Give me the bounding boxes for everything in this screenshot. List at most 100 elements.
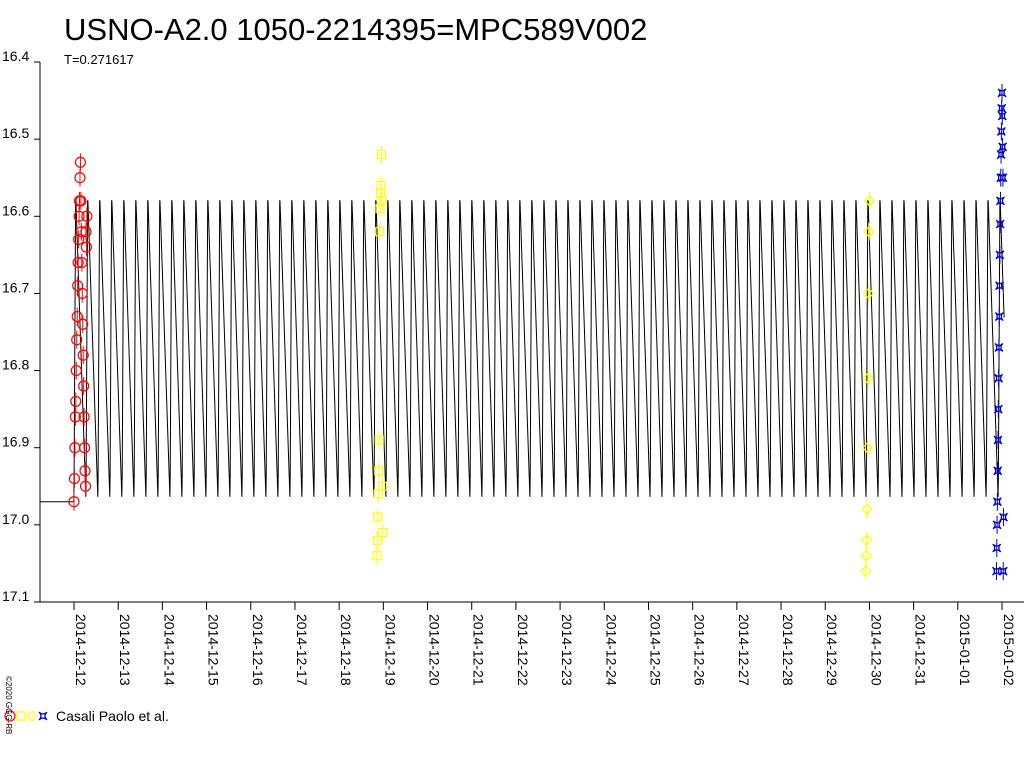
x-tick-label: 2014-12-17 (294, 614, 310, 686)
x-tick-label: 2014-12-22 (515, 614, 531, 686)
x-tick-label: 2014-12-16 (250, 614, 266, 686)
data-point (999, 512, 1008, 522)
x-tick-label: 2014-12-20 (427, 614, 443, 686)
data-point (74, 156, 87, 168)
data-point (860, 549, 873, 562)
data-point (376, 149, 387, 160)
x-tick-label: 2014-12-29 (824, 614, 840, 686)
data-point (76, 287, 88, 300)
y-tick-label: 16.9 (2, 434, 29, 450)
series-diamond (859, 191, 876, 581)
data-point (863, 195, 876, 207)
data-point (998, 142, 1008, 152)
y-tick-label: 16.6 (2, 202, 29, 218)
data-point (861, 503, 873, 516)
data-point (73, 210, 85, 222)
x-tick-label: 2014-12-21 (471, 614, 487, 686)
x-tick-label: 2015-01-01 (957, 614, 973, 686)
data-point (78, 411, 90, 423)
legend-label: Casali Paolo et al. (56, 708, 169, 724)
data-point (377, 196, 387, 206)
x-tick-label: 2014-12-19 (382, 614, 398, 686)
data-point (75, 195, 87, 207)
data-point (372, 551, 382, 561)
data-point (377, 481, 388, 491)
legend-marker (16, 711, 26, 721)
data-point (78, 442, 91, 454)
data-point (373, 512, 383, 522)
y-tick-label: 16.8 (2, 357, 29, 373)
data-point (862, 372, 874, 385)
data-point (73, 233, 85, 246)
x-tick-label: 2015-01-02 (1001, 614, 1017, 686)
data-point (78, 380, 90, 392)
y-tick-label: 17.1 (2, 588, 29, 604)
y-tick-label: 16.4 (2, 48, 29, 64)
x-tick-label: 2014-12-24 (603, 614, 619, 686)
data-point (998, 173, 1008, 183)
series-square (372, 145, 388, 565)
data-point (378, 527, 388, 538)
data-point (70, 364, 82, 377)
data-point (72, 256, 84, 269)
x-tick-label: 2014-12-25 (647, 614, 663, 686)
y-tick-label: 16.5 (2, 125, 29, 141)
x-tick-label: 2014-12-30 (868, 614, 884, 686)
data-point (863, 225, 875, 238)
x-tick-label: 2014-12-18 (338, 614, 354, 686)
data-point (80, 241, 93, 253)
data-point (376, 180, 386, 191)
data-point (69, 411, 81, 423)
data-point (71, 334, 83, 346)
data-point (77, 349, 89, 361)
data-point (374, 466, 384, 476)
data-point (860, 534, 873, 547)
axes: 16.4 16.5 16.6 16.7 16.8 16.9 17.0 17.1 2014-12-… (2, 48, 1024, 686)
data-point (68, 496, 80, 508)
data-point (993, 466, 1003, 476)
data-point (375, 227, 385, 237)
data-point (994, 373, 1004, 383)
data-point (995, 250, 1005, 260)
data-point (79, 480, 92, 492)
data-point (995, 281, 1004, 291)
chart-title: USNO-A2.0 1050-2214395=MPC589V002 (64, 12, 647, 47)
chart-subtitle: T=0.271617 (64, 52, 134, 67)
data-point (862, 287, 875, 300)
data-point (77, 318, 89, 330)
x-tick-label: 2014-12-28 (780, 614, 796, 686)
data-point (992, 520, 1002, 530)
legend-marker (26, 710, 38, 722)
data-point (71, 310, 83, 323)
x-tick-label: 2014-12-12 (73, 614, 89, 686)
data-point (81, 210, 93, 222)
data-point (861, 441, 874, 454)
data-point (994, 342, 1004, 352)
copyright-note: ©2020 GGG-RB (4, 676, 13, 734)
data-point (70, 395, 82, 408)
data-point (80, 226, 92, 238)
x-tick-label: 2014-12-31 (913, 614, 929, 686)
data-point (75, 226, 87, 238)
data-point (76, 256, 88, 269)
data-point (992, 543, 1002, 553)
y-tick-label: 16.7 (2, 279, 29, 295)
series-circle (68, 153, 93, 511)
data-point (79, 465, 91, 477)
x-tick-label: 2014-12-27 (736, 614, 752, 686)
data-point (993, 435, 1003, 445)
x-tick-label: 2014-12-15 (206, 614, 222, 686)
model-curve (40, 200, 1005, 503)
x-tick-label: 2014-12-13 (117, 614, 133, 686)
data-point (997, 88, 1007, 98)
x-tick-label: 2014-12-23 (559, 614, 575, 686)
legend-marker (4, 710, 16, 722)
data-point (859, 565, 872, 577)
x-tick-label: 2014-12-26 (692, 614, 708, 686)
legend: Casali Paolo et al. (4, 708, 169, 724)
data-point (74, 172, 86, 184)
legend-marker (38, 711, 48, 721)
y-tick-label: 17.0 (2, 511, 29, 527)
data-point (372, 535, 382, 545)
